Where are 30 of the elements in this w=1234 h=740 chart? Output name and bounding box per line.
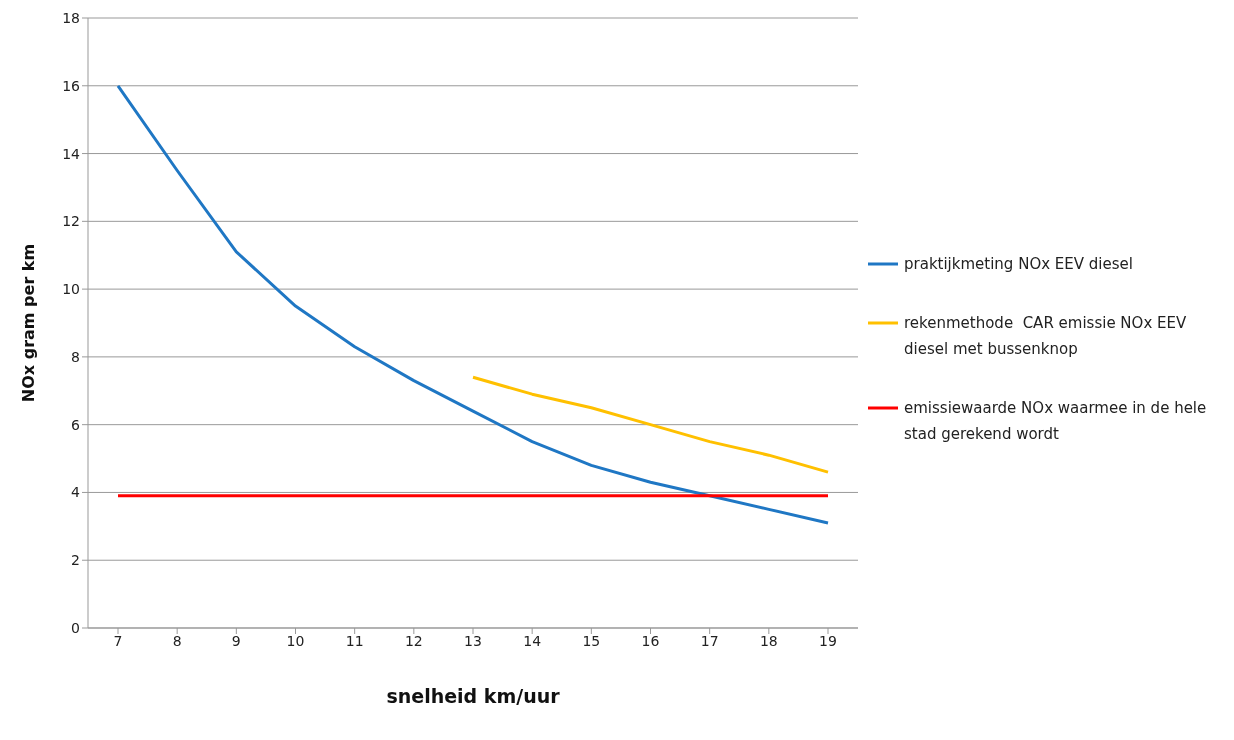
y-tick-label: 4 — [71, 484, 81, 501]
y-tick-label: 2 — [71, 552, 80, 569]
x-axis-title: snelheid km/uur — [386, 685, 561, 707]
line-series — [116, 84, 830, 525]
y-tick-label: 18 — [62, 9, 80, 26]
y-tick-label: 6 — [71, 416, 81, 433]
x-tick-label: 9 — [231, 632, 241, 649]
x-tick-label: 15 — [582, 632, 601, 649]
line-series — [471, 375, 830, 474]
y-axis-title: NOx gram per km — [18, 243, 38, 403]
x-tick-label: 11 — [345, 632, 364, 649]
x-tick-label: 10 — [286, 632, 305, 649]
y-tick-label: 0 — [71, 619, 80, 636]
x-tick-label: 16 — [641, 632, 660, 649]
x-tick-label: 7 — [113, 632, 123, 649]
legend-label: rekenmethode CAR emissie NOx EEV diesel met bussenknop — [904, 312, 1188, 360]
x-tick-label: 19 — [819, 632, 837, 649]
x-tick-label: 17 — [700, 632, 719, 649]
x-tick-label: 18 — [759, 632, 778, 649]
x-tick-label: 13 — [464, 632, 482, 649]
x-tick-label: 8 — [172, 632, 182, 649]
y-tick-label: 10 — [62, 281, 80, 298]
x-tick-label: 14 — [523, 632, 542, 649]
y-tick-label: 14 — [62, 145, 81, 162]
y-tick-label: 12 — [62, 213, 80, 230]
legend-label: emissiewaarde NOx waarmee in de hele stad gerekend wordt — [904, 397, 1208, 445]
legend-label: praktijkmeting NOx EEV diesel — [904, 253, 1133, 275]
x-tick-label: 12 — [404, 632, 423, 649]
y-tick-label: 8 — [71, 348, 80, 365]
y-tick-label: 16 — [62, 77, 81, 94]
